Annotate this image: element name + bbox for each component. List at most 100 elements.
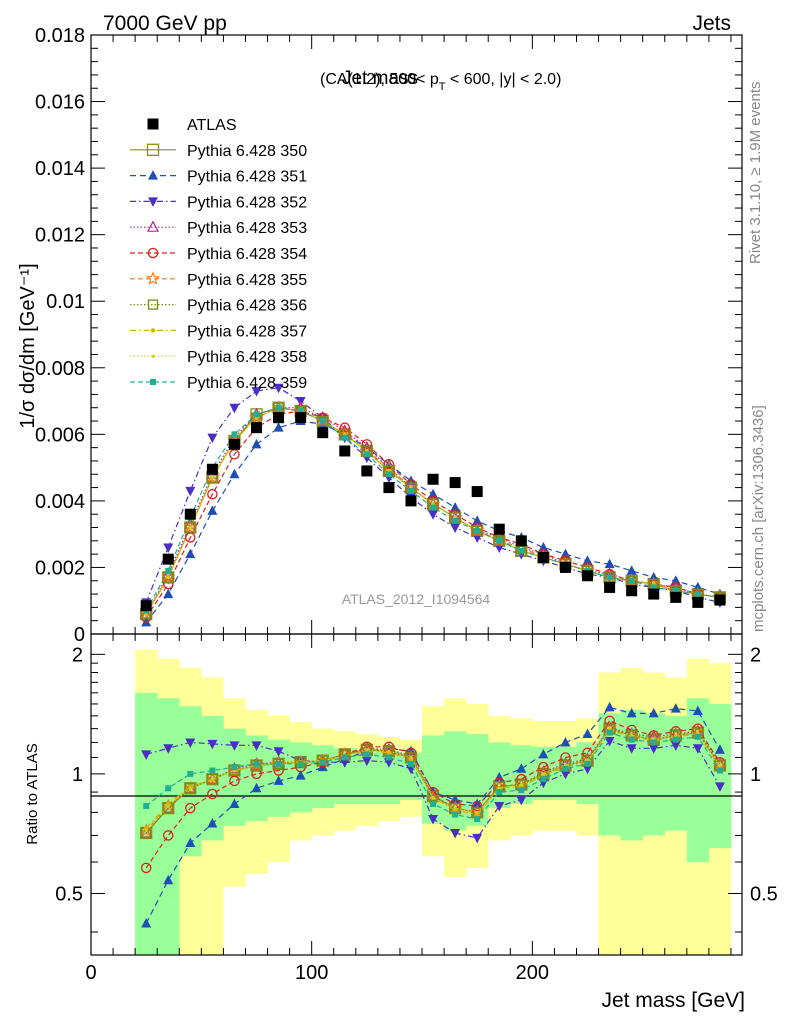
main-series-point [606, 574, 613, 581]
ratio-series-point [385, 754, 392, 761]
ratio-series-point [363, 751, 370, 758]
main-series-point [670, 575, 681, 585]
ratio-series-point [694, 733, 701, 740]
ratio-series-point [650, 739, 657, 746]
ratio-series-point [562, 765, 569, 772]
main-ytick-label: 0.01 [46, 291, 85, 313]
ratio-ytick-label: 1 [72, 764, 83, 786]
data-point [626, 585, 638, 597]
ratio-series-point [674, 733, 678, 737]
legend-label: Pythia 6.428 352 [187, 194, 307, 211]
ratio-series-point [141, 750, 152, 760]
main-series-point [207, 505, 218, 515]
ratio-series-point [670, 741, 681, 751]
ratio-series-point [471, 800, 483, 812]
analysis-watermark: ATLAS_2012_I1094564 [342, 591, 491, 607]
ratio-series-point [207, 739, 218, 750]
ratio-series-point [472, 833, 483, 844]
main-series-point [317, 415, 328, 427]
legend-marker [147, 247, 159, 259]
main-series-point [273, 422, 284, 432]
ratio-series-point [185, 837, 196, 847]
ratio-series-point [166, 804, 170, 808]
main-series-point [229, 403, 240, 414]
main-series-point [494, 535, 505, 546]
main-series-point [626, 565, 637, 575]
ratio-series-point [162, 830, 174, 841]
main-series-point [628, 577, 635, 584]
main-series-point [518, 547, 525, 554]
ratio-series-point [430, 800, 437, 807]
ratio-band-inner [223, 728, 246, 826]
data-point [383, 482, 395, 494]
main-panel: 0 0.002 0.004 0.006 0.008 0.01 0.012 0.014 0.016… [17, 25, 743, 646]
main-ytick-label: 0.014 [35, 158, 85, 180]
main-series-point [275, 404, 282, 411]
main-ytick-label: 0 [74, 624, 85, 646]
ratio-series-point [275, 760, 282, 767]
ratio-series-point [210, 777, 214, 781]
data-point [604, 581, 616, 593]
main-series-point [185, 532, 196, 543]
main-series-point [672, 587, 679, 594]
main-series-point [185, 522, 196, 533]
legend-marker [146, 143, 160, 156]
main-series-point [207, 488, 218, 500]
ratio-ytick-label-right: 2 [750, 644, 761, 666]
ratio-series-point [496, 789, 503, 796]
ratio-series-point [188, 786, 192, 790]
ratio-series-point [165, 785, 172, 792]
legend-label: Pythia 6.428 359 [187, 375, 307, 392]
ratio-series-point [297, 760, 304, 767]
legend-marker-data [147, 118, 159, 130]
legend-marker [147, 299, 159, 310]
data-point [714, 594, 726, 606]
ratio-band-inner [686, 698, 710, 863]
ratio-series-point [604, 737, 615, 747]
main-series-point [251, 438, 262, 449]
main-series-point [163, 588, 174, 599]
ratio-series-point [339, 758, 350, 768]
ratio-series-point [361, 756, 372, 767]
ratio-series-point [519, 782, 523, 787]
ratio-ylabel: Ratio to ATLAS [24, 743, 41, 844]
ratio-band-inner [598, 713, 621, 836]
main-series-point [163, 543, 174, 553]
ratio-series-point [319, 759, 326, 766]
ratio-frame [90, 633, 743, 956]
header-process: Jets [692, 12, 731, 35]
ratio-series-point [584, 760, 591, 767]
main-series-point [210, 475, 214, 480]
ratio-series-point [472, 798, 483, 808]
legend-marker [150, 379, 156, 385]
data-point [449, 477, 461, 489]
ratio-series-point [494, 802, 505, 812]
ratio-series-point [453, 806, 457, 810]
ratio-series-point [541, 772, 545, 776]
ratio-band-inner [399, 752, 423, 800]
ratio-series-point [341, 754, 348, 761]
main-series-point [604, 558, 615, 569]
legend-marker [147, 220, 159, 232]
ratio-band-inner [157, 698, 180, 955]
main-series-point [207, 433, 218, 444]
main-series-point [273, 383, 284, 394]
ratio-series-point [604, 701, 615, 712]
ratio-series-point [538, 761, 549, 773]
ratio-series-point [229, 775, 240, 787]
ratio-series-point [560, 752, 571, 763]
ratio-series-point [475, 810, 479, 814]
ratio-series-point [273, 775, 284, 785]
main-series-point [538, 541, 549, 552]
main-series-point [472, 515, 483, 525]
main-subtitle: (CA(1.2), 500< pT < 600, |y| < 2.0) [320, 71, 561, 93]
main-series-point [650, 584, 657, 591]
legend-label-data: ATLAS [187, 117, 237, 134]
x-axis-label: Jet mass [GeV] [601, 989, 745, 1012]
ratio-series-point [648, 707, 659, 718]
legend-label: Pythia 6.428 358 [187, 349, 307, 366]
legend-label: Pythia 6.428 353 [187, 220, 307, 237]
ratio-series-point [518, 787, 525, 794]
data-point [206, 463, 218, 475]
main-series-point [319, 418, 326, 425]
